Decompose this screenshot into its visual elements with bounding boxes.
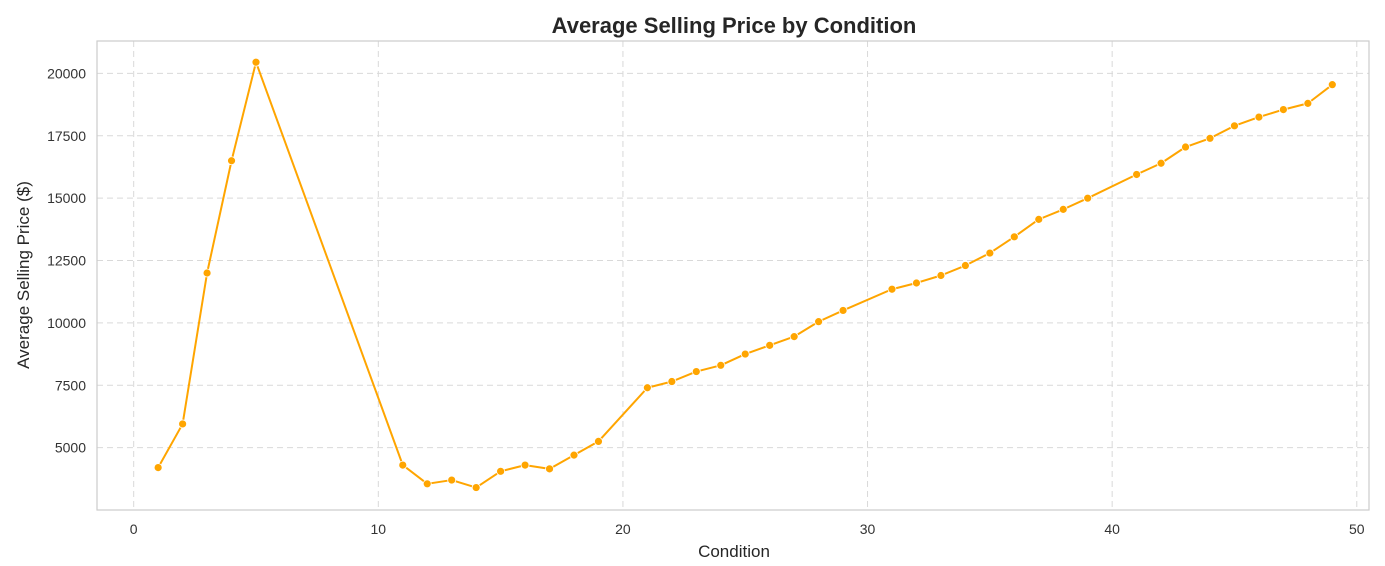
data-point (1181, 142, 1190, 152)
data-point (1278, 105, 1288, 115)
data-point (1303, 98, 1313, 108)
data-point (691, 367, 701, 376)
x-tick-label: 50 (1349, 521, 1365, 537)
y-tick-label: 10000 (47, 315, 86, 331)
data-point (985, 248, 995, 258)
data-point (251, 57, 261, 67)
data-point (1083, 193, 1093, 203)
data-point (642, 383, 652, 393)
y-tick-label: 17500 (47, 128, 86, 144)
data-point (227, 156, 236, 166)
data-line-layer (157, 61, 1333, 489)
y-tick-label: 20000 (47, 65, 86, 81)
grid (97, 41, 1369, 510)
plot-frame (96, 40, 1370, 511)
data-point (1327, 80, 1337, 90)
chart-title: Average Selling Price by Condition (552, 13, 917, 38)
data-point (667, 377, 677, 386)
series-line (157, 61, 1333, 489)
data-point (912, 278, 921, 288)
data-point (765, 340, 775, 350)
data-point (153, 463, 163, 472)
x-tick-label: 0 (130, 521, 138, 537)
x-tick-label: 10 (371, 521, 387, 537)
data-point (1132, 170, 1142, 179)
y-tick-label: 7500 (55, 377, 86, 393)
data-point (1205, 133, 1215, 143)
data-point (740, 349, 750, 359)
data-point (936, 271, 946, 280)
data-point (1254, 112, 1264, 122)
data-point (398, 460, 408, 470)
data-point (1230, 121, 1239, 131)
y-tick-label: 12500 (47, 253, 86, 269)
data-point (447, 475, 457, 485)
data-point (422, 479, 432, 489)
data-point (789, 332, 799, 342)
data-point (594, 436, 603, 446)
data-point (960, 261, 970, 270)
data-point (716, 360, 726, 370)
data-point (814, 317, 824, 327)
data-point (1009, 232, 1019, 242)
x-tick-label: 40 (1104, 521, 1120, 537)
x-axis-ticks: 0 10 20 30 40 50 (130, 521, 1365, 537)
y-axis-ticks: 5000 7500 10000 12500 15000 17500 20000 (47, 65, 86, 455)
data-point (569, 450, 579, 460)
y-tick-label: 5000 (55, 440, 86, 456)
data-markers (153, 57, 1337, 492)
data-point (545, 464, 554, 474)
data-point (202, 268, 212, 278)
data-point (838, 306, 848, 315)
data-point (887, 284, 897, 294)
data-point (1156, 158, 1166, 168)
data-point (496, 466, 506, 476)
data-point (1058, 204, 1068, 214)
data-point (1034, 214, 1044, 224)
data-point (520, 460, 530, 470)
x-tick-label: 20 (615, 521, 631, 537)
x-axis-label: Condition (698, 542, 770, 561)
data-point (178, 419, 188, 429)
x-tick-label: 30 (860, 521, 876, 537)
data-point (471, 483, 481, 492)
y-tick-label: 15000 (47, 190, 86, 206)
y-axis-label: Average Selling Price ($) (14, 181, 33, 369)
